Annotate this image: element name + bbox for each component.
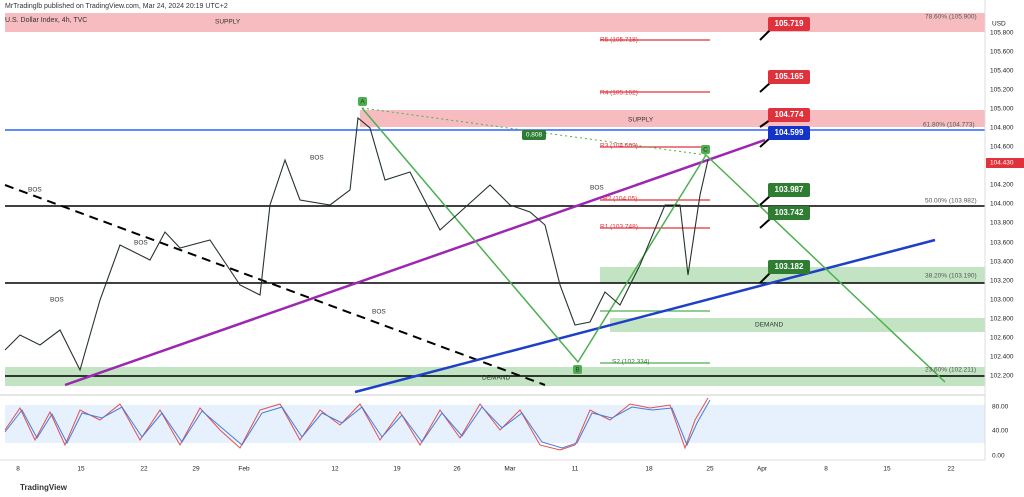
wave-marker [573, 365, 582, 374]
oscillator-tick: 80.00 [992, 404, 1009, 411]
price-tick: 104.000 [990, 201, 1014, 208]
brand: TradingView [20, 483, 68, 492]
current-price-badge [986, 158, 1024, 168]
date-tick: 19 [393, 466, 401, 473]
zone-label: DEMAND [482, 375, 510, 382]
price-tick: 103.000 [990, 297, 1014, 304]
currency: USD [992, 21, 1006, 28]
supply-zone [360, 110, 985, 127]
badge-label: 103.987 [775, 185, 804, 194]
oscillator-tick: 40.00 [992, 428, 1009, 435]
date-tick: 15 [883, 466, 891, 473]
date-tick: 12 [331, 466, 339, 473]
fib-label: 23.60% (102.211) [925, 367, 976, 374]
price-tick: 104.600 [990, 144, 1014, 151]
badge-label: 104.599 [775, 128, 804, 137]
wave-path [361, 107, 946, 383]
wave-label: C [703, 147, 708, 154]
wave-label: A [360, 99, 365, 106]
date-tick: 26 [453, 466, 461, 473]
price-tick: 105.200 [990, 87, 1014, 94]
badge-label: 104.774 [775, 110, 804, 119]
badge-label: 105.165 [775, 72, 804, 81]
price-tick: 102.600 [990, 335, 1014, 342]
channel-line [64, 138, 766, 387]
price-tick: 105.000 [990, 106, 1014, 113]
price-tick: 103.800 [990, 220, 1014, 227]
badge-label: 103.742 [775, 208, 804, 217]
date-tick: 15 [77, 466, 85, 473]
oscillator-tick: 0.00 [992, 453, 1005, 460]
price-tick: 102.800 [990, 316, 1014, 323]
fib-label: 61.80% (104.773) [923, 122, 975, 129]
date-tick: Mar [504, 466, 516, 473]
zone-label: DEMAND [755, 322, 783, 329]
badge-label: 105.719 [775, 19, 804, 28]
oscillator-d [4, 399, 711, 449]
price-tick: 104.200 [990, 182, 1014, 189]
pivot-label: R1 (103.748) [600, 224, 638, 231]
badge-label: 103.182 [775, 262, 804, 271]
publisher: MrTradinglb published on TradingView.com… [5, 3, 228, 10]
ratio-label: 0.808 [526, 132, 543, 139]
price-tick: 105.400 [990, 68, 1014, 75]
date-tick: 22 [140, 466, 148, 473]
price-tick: 103.600 [990, 240, 1014, 247]
date-tick: Apr [757, 466, 768, 473]
badges [759, 17, 810, 284]
bos-label: BOS [134, 240, 148, 247]
zone-label: SUPPLY [628, 117, 654, 124]
pivot-label: R4 (105.162) [600, 90, 638, 97]
bos-label: BOS [310, 155, 324, 162]
current-price: 104.430 [990, 160, 1014, 167]
price-tick: 103.200 [990, 278, 1014, 285]
bos-label: BOS [28, 187, 42, 194]
wave-label: B [575, 367, 579, 374]
ratio-badge [522, 130, 546, 140]
demand-zone [600, 267, 985, 283]
price-tick: 102.200 [990, 373, 1014, 380]
price-tick: 105.600 [990, 49, 1014, 56]
price-tick: 103.400 [990, 259, 1014, 266]
wave-marker [358, 97, 367, 106]
price-tick: 102.400 [990, 354, 1014, 361]
date-tick: Feb [238, 466, 250, 473]
bos-label: BOS [50, 297, 64, 304]
support-lines [600, 310, 710, 364]
price-tick: 105.800 [990, 30, 1014, 37]
pivot-label: R5 (105.718) [600, 37, 638, 44]
wave-marker [701, 145, 710, 154]
fib-label: 38.20% (103.190) [925, 273, 977, 280]
oscillator-k [4, 397, 709, 451]
symbol: U.S. Dollar Index, 4h, TVC [5, 17, 87, 24]
date-tick: 18 [645, 466, 653, 473]
pivot-label: R3 (104.609) [600, 143, 638, 150]
zone-label: SUPPLY [215, 19, 241, 26]
bos-label: BOS [372, 309, 386, 316]
date-tick: 8 [824, 466, 828, 473]
trend-line [354, 238, 936, 394]
bos-label: BOS [590, 185, 604, 192]
demand-zone [610, 318, 985, 332]
pivot-label: R2 (104.05) [603, 196, 637, 203]
supply-zone [5, 13, 985, 32]
date-tick: 22 [947, 466, 955, 473]
price-path [4, 116, 709, 372]
date-tick: 8 [16, 466, 20, 473]
date-tick: 11 [572, 466, 579, 473]
trend-line [4, 184, 546, 386]
pivot-label: S2 (102.334) [612, 359, 650, 366]
fib-label: 78.60% (105.900) [925, 14, 977, 21]
date-tick: 25 [706, 466, 714, 473]
fib-label: 50.00% (103.982) [925, 198, 977, 205]
price-tick: 104.800 [990, 125, 1014, 132]
date-tick: 29 [192, 466, 200, 473]
